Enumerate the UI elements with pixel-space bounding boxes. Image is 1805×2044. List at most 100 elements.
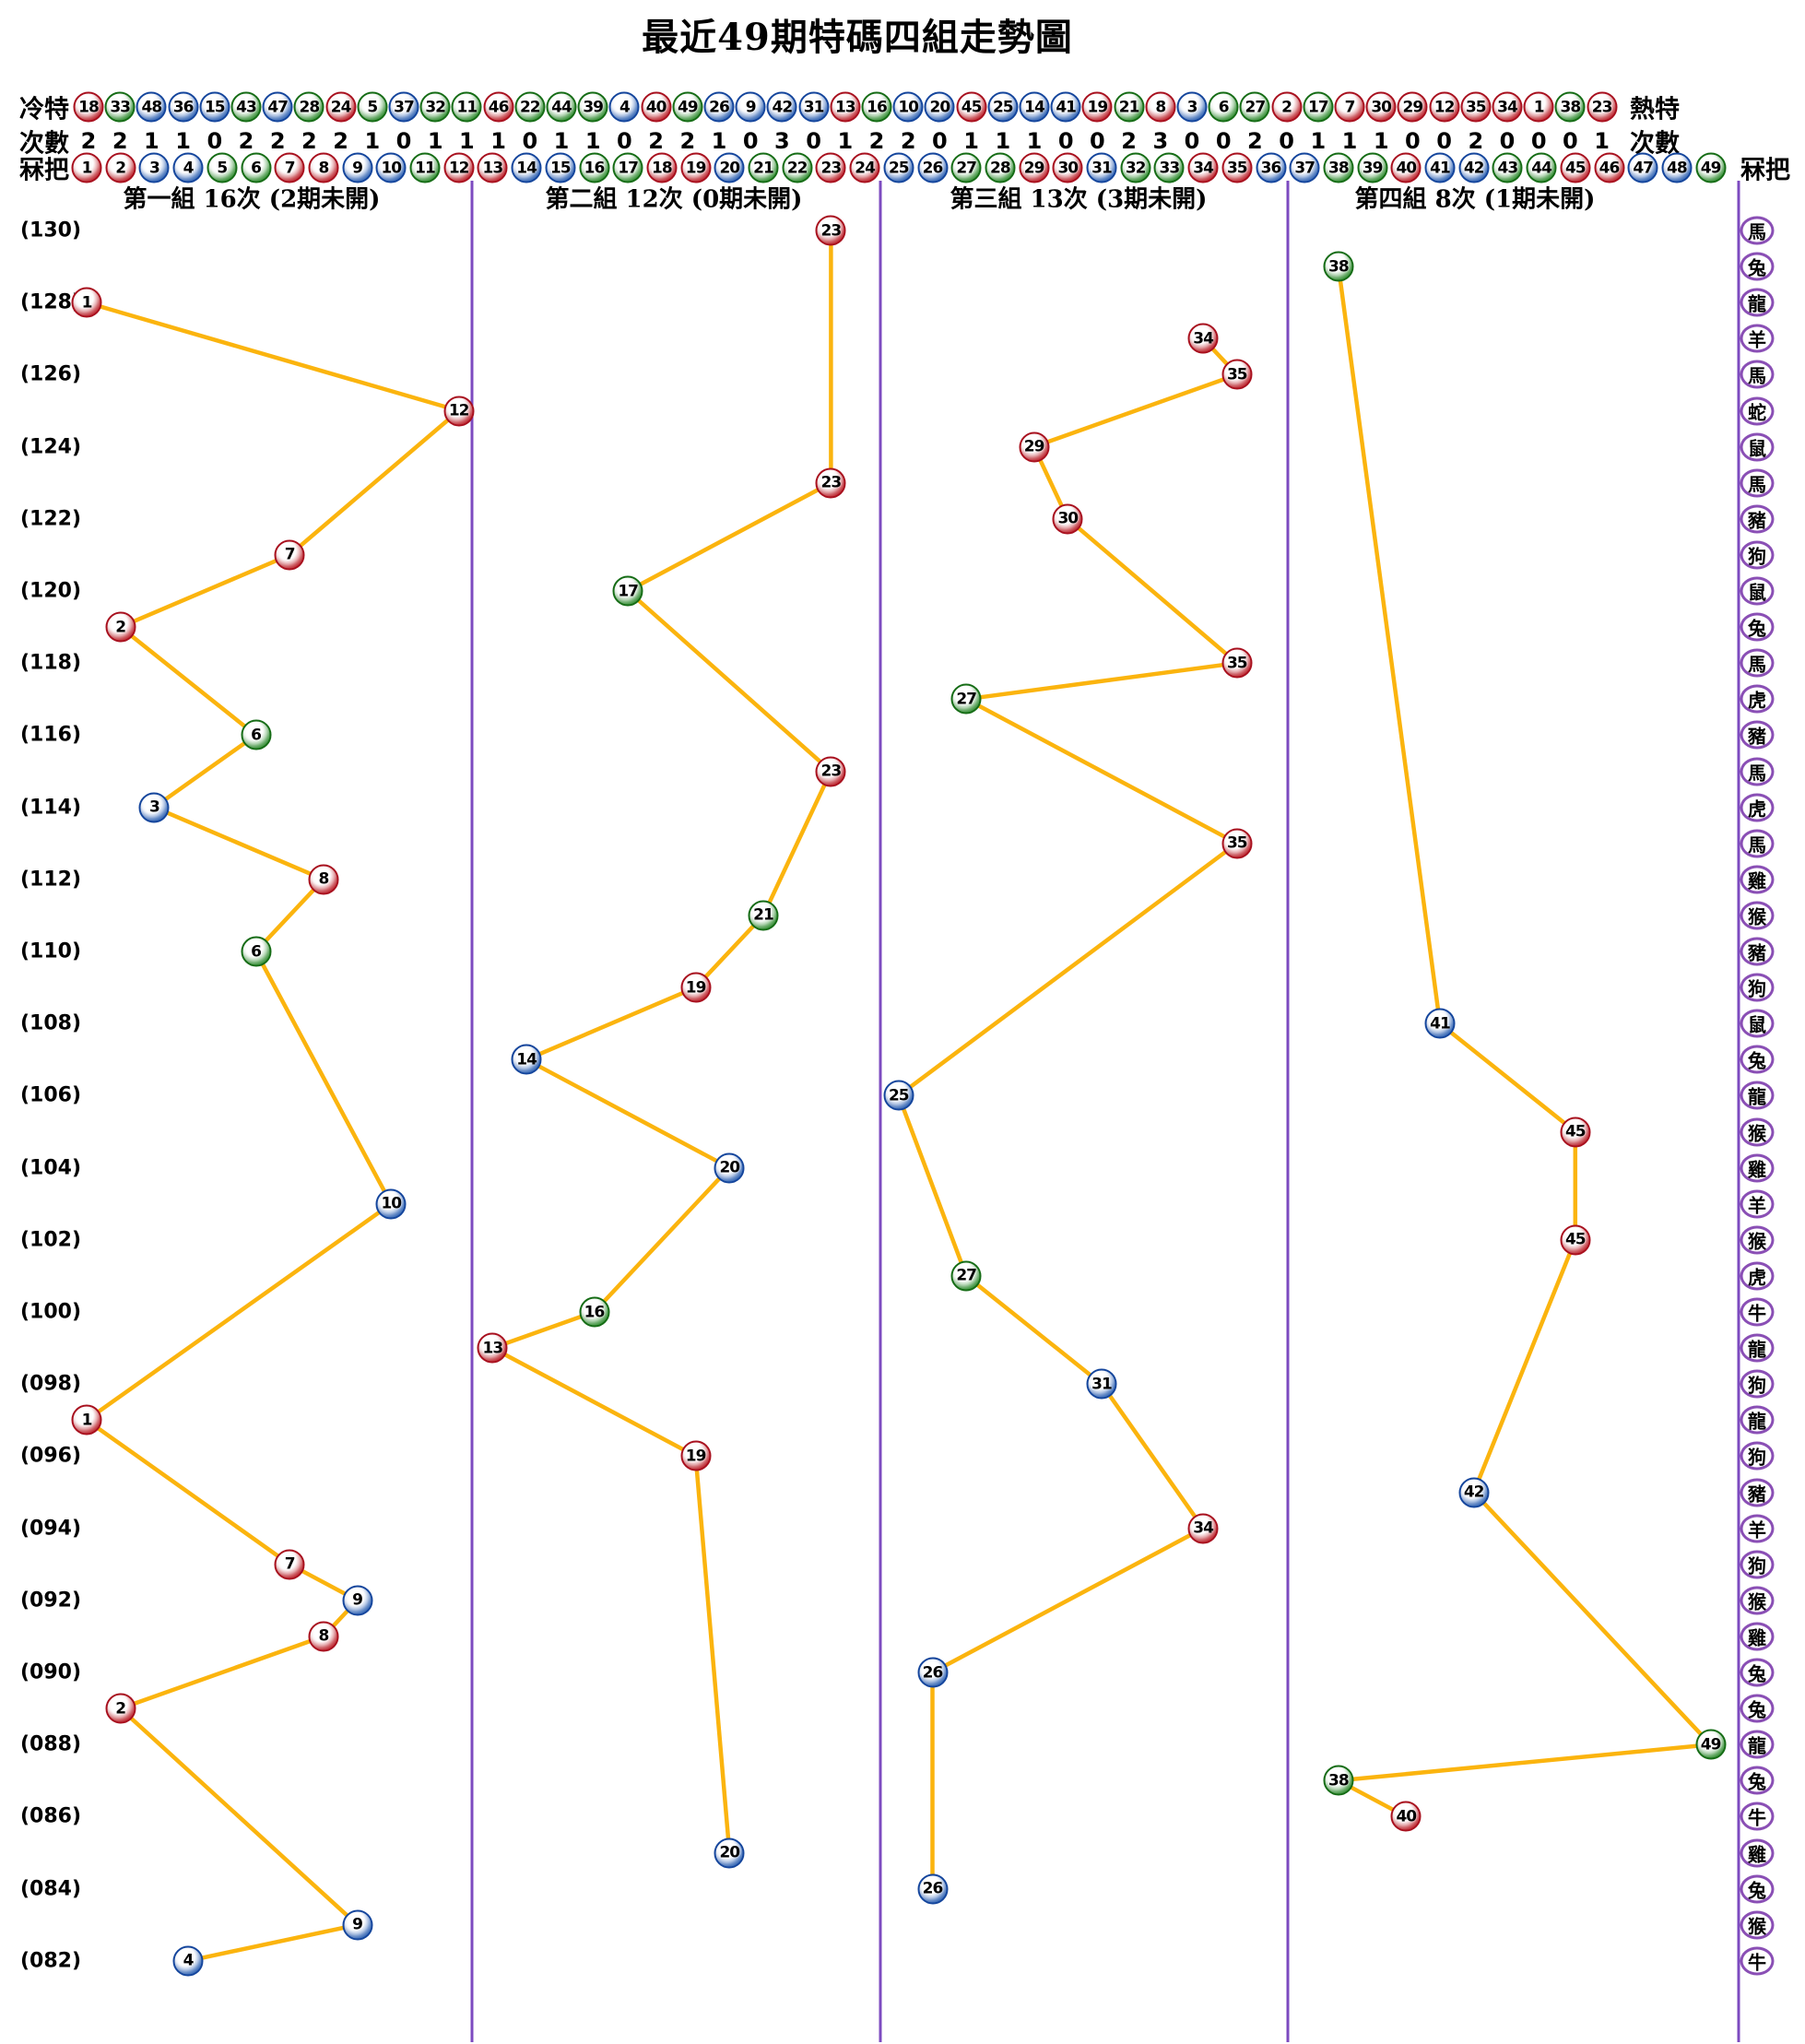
zodiac-badge: 雞 (1740, 1838, 1775, 1867)
chart-ball: 34 (1187, 323, 1219, 354)
cold-ball: 43 (230, 91, 262, 123)
count-value: 1 (553, 128, 570, 154)
chart-ball: 27 (950, 1260, 982, 1292)
zodiac-badge: 雞 (1740, 1153, 1775, 1183)
number-ball: 29 (1019, 152, 1050, 183)
cold-ball: 45 (956, 91, 987, 123)
count-value: 0 (1215, 128, 1232, 154)
zodiac-badge: 龍 (1740, 1333, 1775, 1363)
count-label-left: 次數 (19, 129, 69, 159)
count-value: 1 (837, 128, 854, 154)
cold-ball: 5 (357, 91, 388, 123)
period-label: (084) (20, 1877, 82, 1901)
count-value: 2 (112, 128, 128, 154)
cold-specials-label: 冷特 (19, 95, 69, 124)
count-value: 0 (206, 128, 223, 154)
count-value: 0 (1184, 128, 1200, 154)
trend-line (896, 337, 1240, 1891)
zodiac-badge: 龍 (1740, 288, 1775, 317)
chart-ball: 23 (815, 467, 846, 499)
period-label: (118) (20, 651, 82, 675)
zodiac-badge: 兔 (1740, 1658, 1775, 1687)
count-value: 1 (144, 128, 159, 154)
cold-ball: 23 (1587, 91, 1618, 123)
chart-ball: 26 (917, 1873, 948, 1905)
count-value: 1 (459, 128, 475, 154)
count-value: 0 (742, 128, 759, 154)
number-ball: 31 (1086, 152, 1117, 183)
number-ball: 36 (1256, 152, 1286, 183)
cold-ball: 4 (608, 91, 640, 123)
zodiac-badge: 猴 (1740, 1586, 1775, 1615)
cold-ball: 10 (892, 91, 924, 123)
trend-line (1336, 264, 1713, 1819)
count-value: 0 (1090, 128, 1105, 154)
period-label: (128) (20, 290, 82, 314)
period-label: (082) (20, 1949, 82, 1973)
cold-ball: 7 (1334, 91, 1365, 123)
period-label: (090) (20, 1660, 82, 1684)
zodiac-badge: 馬 (1740, 757, 1775, 786)
zodiac-badge: 虎 (1740, 684, 1775, 714)
period-label: (096) (20, 1444, 82, 1468)
count-value: 1 (364, 128, 381, 154)
trend-line (84, 300, 461, 1964)
chart-ball: 9 (342, 1585, 373, 1616)
count-value: 2 (1121, 128, 1137, 154)
chart-ball: 2 (105, 1693, 136, 1724)
cold-ball: 22 (514, 91, 546, 123)
count-value: 2 (648, 128, 664, 154)
number-ball: 18 (646, 152, 678, 183)
number-ball: 44 (1526, 152, 1557, 183)
period-label: (098) (20, 1372, 82, 1396)
chart-ball: 6 (241, 719, 271, 750)
count-value: 0 (522, 128, 538, 154)
number-ball: 12 (443, 152, 475, 183)
cold-ball: 15 (199, 91, 230, 123)
period-label: (122) (20, 507, 82, 531)
zodiac-badge: 馬 (1740, 468, 1775, 498)
number-ball: 7 (274, 152, 305, 183)
zodiac-badge: 蛇 (1740, 396, 1775, 425)
period-label: (094) (20, 1517, 82, 1541)
zodiac-badge: 雞 (1740, 1622, 1775, 1651)
chart-ball: 4 (172, 1945, 204, 1977)
number-ball: 25 (883, 152, 914, 183)
cold-ball: 32 (419, 91, 451, 123)
period-label: (108) (20, 1011, 82, 1035)
period-label: (112) (20, 868, 82, 892)
number-label-left: 冧把 (19, 156, 69, 185)
number-ball: 16 (579, 152, 609, 183)
number-ball: 17 (612, 152, 643, 183)
chart-ball: 30 (1052, 503, 1083, 535)
count-value: 0 (1563, 128, 1578, 154)
chart-ball: 20 (714, 1837, 745, 1868)
count-value: 1 (711, 128, 727, 154)
chart-ball: 7 (274, 539, 305, 571)
cold-ball: 1 (1523, 91, 1554, 123)
zodiac-badge: 羊 (1740, 324, 1775, 353)
cold-ball: 48 (136, 91, 167, 123)
chart-ball: 9 (342, 1909, 373, 1941)
hot-specials-label: 熱特 (1630, 95, 1680, 124)
chart-ball: 38 (1323, 251, 1354, 282)
number-ball: 20 (714, 152, 745, 183)
chart-ball: 35 (1221, 359, 1253, 390)
count-value: 2 (238, 128, 254, 154)
cold-ball: 18 (73, 91, 104, 123)
zodiac-badge: 狗 (1740, 540, 1775, 570)
chart-ball: 35 (1221, 647, 1253, 679)
count-value: 1 (1341, 128, 1358, 154)
zodiac-badge: 馬 (1740, 648, 1775, 678)
period-label: (092) (20, 1589, 82, 1613)
cold-ball: 34 (1492, 91, 1523, 123)
period-label: (124) (20, 435, 82, 459)
number-ball: 1 (71, 152, 102, 183)
chart-ball: 13 (477, 1332, 508, 1364)
number-ball: 39 (1357, 152, 1388, 183)
count-value: 0 (395, 128, 412, 154)
number-ball: 46 (1594, 152, 1624, 183)
zodiac-badge: 馬 (1740, 216, 1775, 245)
chart-ball: 27 (950, 683, 982, 715)
number-ball: 14 (511, 152, 542, 183)
